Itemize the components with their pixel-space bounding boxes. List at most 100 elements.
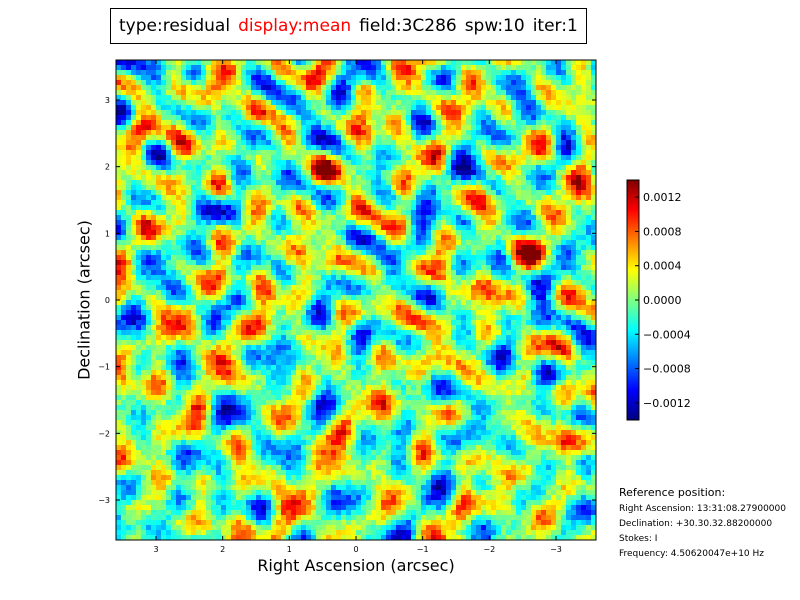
heatmap-cell [126, 280, 132, 286]
heatmap-cell [226, 210, 232, 216]
heatmap-cell [181, 85, 187, 91]
heatmap-cell [371, 175, 377, 181]
heatmap-cell [266, 270, 272, 276]
heatmap-cell [276, 240, 282, 246]
heatmap-cell [361, 305, 367, 311]
heatmap-cell [416, 260, 422, 266]
heatmap-cell [281, 245, 287, 251]
heatmap-cell [481, 145, 487, 151]
heatmap-cell [116, 145, 122, 151]
heatmap-cell [411, 115, 417, 121]
heatmap-cell [556, 170, 562, 176]
heatmap-cell [376, 285, 382, 291]
heatmap-cell [236, 250, 242, 256]
heatmap-cell [261, 100, 267, 106]
heatmap-cell [291, 165, 297, 171]
heatmap-cell [361, 125, 367, 131]
heatmap-cell [211, 135, 217, 141]
heatmap-cell [201, 85, 207, 91]
heatmap-cell [286, 140, 292, 146]
heatmap-cell [486, 225, 492, 231]
heatmap-cell [131, 80, 137, 86]
heatmap-cell [326, 185, 332, 191]
heatmap-cell [546, 265, 552, 271]
heatmap-cell [186, 120, 192, 126]
heatmap-cell [291, 185, 297, 191]
heatmap-cell [231, 265, 237, 271]
heatmap-cell [231, 155, 237, 161]
heatmap-cell [526, 235, 532, 241]
heatmap-cell [156, 305, 162, 311]
heatmap-cell [261, 235, 267, 241]
heatmap-cell [226, 75, 232, 81]
heatmap-cell [381, 240, 387, 246]
heatmap-cell [156, 155, 162, 161]
heatmap-cell [276, 290, 282, 296]
heatmap-cell [381, 185, 387, 191]
heatmap-cell [361, 95, 367, 101]
heatmap-cell [556, 120, 562, 126]
heatmap-cell [281, 230, 287, 236]
heatmap-cell [151, 85, 157, 91]
heatmap-cell [401, 265, 407, 271]
heatmap-cell [356, 95, 362, 101]
heatmap-cell [516, 75, 522, 81]
heatmap-cell [421, 175, 427, 181]
heatmap-cell [326, 225, 332, 231]
heatmap-cell [471, 200, 477, 206]
heatmap-cell [161, 95, 167, 101]
heatmap-cell [131, 140, 137, 146]
heatmap-cell [546, 310, 552, 316]
heatmap-cell [126, 200, 132, 206]
heatmap-cell [541, 250, 547, 256]
heatmap-cell [416, 210, 422, 216]
heatmap-cell [236, 115, 242, 121]
heatmap-cell [536, 130, 542, 136]
heatmap-cell [121, 110, 127, 116]
heatmap-cell [406, 230, 412, 236]
heatmap-cell [461, 130, 467, 136]
heatmap-cell [416, 150, 422, 156]
heatmap-cell [356, 250, 362, 256]
heatmap-cell [411, 190, 417, 196]
heatmap-cell [286, 230, 292, 236]
heatmap-cell [326, 60, 332, 66]
heatmap-cell [241, 315, 247, 321]
heatmap-cell [326, 190, 332, 196]
heatmap-cell [251, 235, 257, 241]
heatmap-cell [421, 215, 427, 221]
heatmap-cell [406, 175, 412, 181]
heatmap-cell [451, 110, 457, 116]
heatmap-cell [226, 220, 232, 226]
heatmap-cell [466, 280, 472, 286]
heatmap-cell [451, 310, 457, 316]
heatmap-cell [326, 90, 332, 96]
heatmap-cell [536, 300, 542, 306]
heatmap-cell [461, 225, 467, 231]
heatmap-cell [586, 315, 592, 321]
heatmap-cell [396, 200, 402, 206]
heatmap-cell [456, 155, 462, 161]
heatmap-cell [561, 75, 567, 81]
heatmap-cell [301, 160, 307, 166]
heatmap-cell [551, 60, 557, 66]
heatmap-cell [316, 90, 322, 96]
heatmap-cell [266, 60, 272, 66]
heatmap-cell [551, 275, 557, 281]
heatmap-cell [506, 90, 512, 96]
heatmap-cell [591, 230, 596, 236]
heatmap-cell [556, 60, 562, 66]
heatmap-cell [351, 170, 357, 176]
heatmap-cell [496, 75, 502, 81]
heatmap-cell [116, 290, 122, 296]
heatmap-cell [321, 275, 327, 281]
heatmap-cell [461, 95, 467, 101]
heatmap-cell [366, 125, 372, 131]
heatmap-cell [536, 235, 542, 241]
heatmap-cell [241, 240, 247, 246]
heatmap-cell [191, 115, 197, 121]
heatmap-cell [121, 105, 127, 111]
heatmap-cell [326, 135, 332, 141]
heatmap-cell [586, 155, 592, 161]
heatmap-cell [446, 95, 452, 101]
